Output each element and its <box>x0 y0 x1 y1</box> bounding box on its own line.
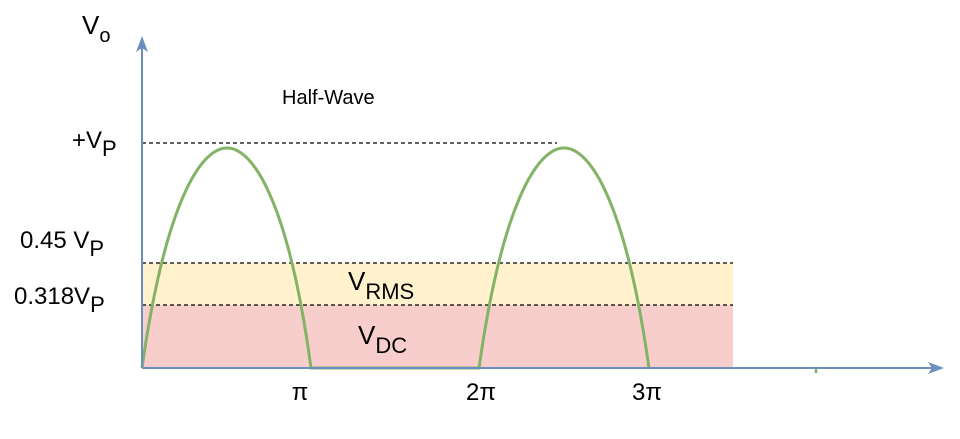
diagram-title: Half-Wave <box>282 87 375 109</box>
vrms-band <box>142 263 733 305</box>
vdc-band <box>142 305 733 368</box>
x-axis-arrowhead <box>928 362 944 374</box>
y-axis-label: Vo <box>82 10 110 47</box>
vdc-band-label: VDC <box>358 320 407 358</box>
rms-level-label: 0.45 VP <box>20 227 104 261</box>
y-axis-arrowhead <box>136 36 148 52</box>
x-tick-2pi: 2π <box>466 379 496 406</box>
x-tick-pi: π <box>292 379 309 406</box>
x-tick-3pi: 3π <box>632 379 662 406</box>
peak-level-label: +VP <box>72 127 117 161</box>
vrms-band-label: VRMS <box>348 266 414 304</box>
dc-level-label: 0.318VP <box>14 283 105 317</box>
